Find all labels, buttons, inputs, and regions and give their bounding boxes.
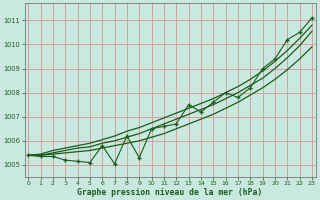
X-axis label: Graphe pression niveau de la mer (hPa): Graphe pression niveau de la mer (hPa) (77, 188, 263, 197)
